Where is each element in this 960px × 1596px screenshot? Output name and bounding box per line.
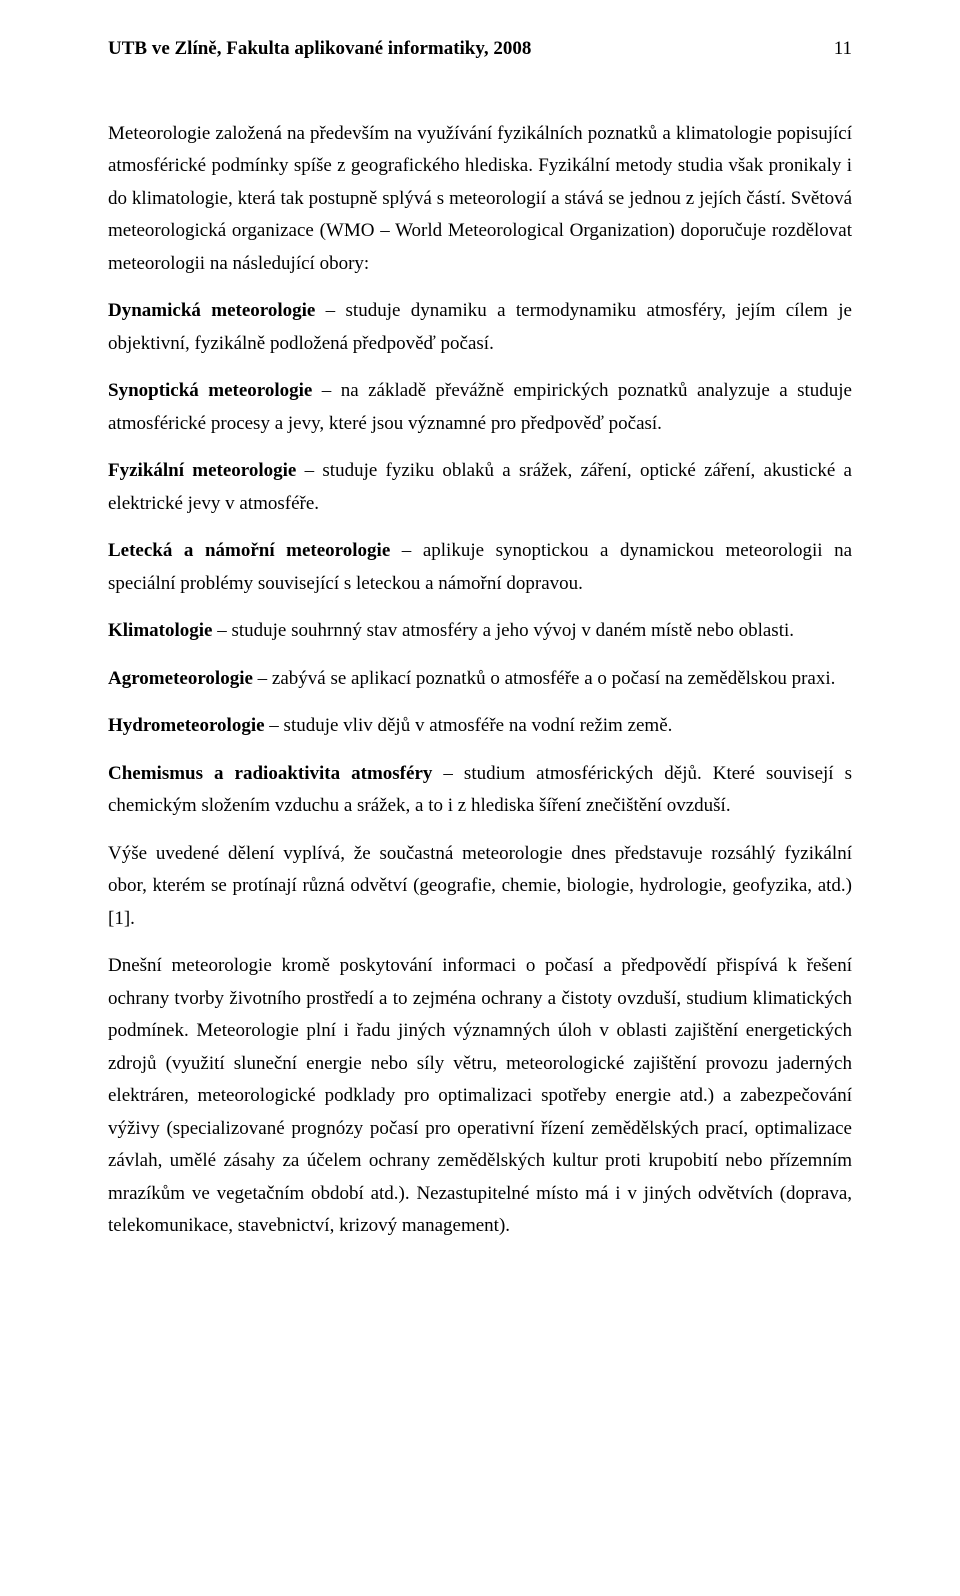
term-fyzikalni: Fyzikální meteorologie xyxy=(108,460,296,481)
paragraph-intro: Meteorologie založená na především na vy… xyxy=(108,118,852,280)
desc-hydrometeorologie: – studuje vliv dějů v atmosféře na vodní… xyxy=(265,715,673,736)
term-klimatologie: Klimatologie xyxy=(108,620,212,641)
desc-agrometeorologie: – zabývá se aplikací poznatků o atmosféř… xyxy=(253,668,835,689)
paragraph-hydrometeorologie: Hydrometeorologie – studuje vliv dějů v … xyxy=(108,710,852,742)
header-title: UTB ve Zlíně, Fakulta aplikované informa… xyxy=(108,38,531,60)
term-hydrometeorologie: Hydrometeorologie xyxy=(108,715,265,736)
term-letecka: Letecká a námořní meteorologie xyxy=(108,540,390,561)
paragraph-dynamicka: Dynamická meteorologie – studuje dynamik… xyxy=(108,295,852,360)
term-dynamicka: Dynamická meteorologie xyxy=(108,300,315,321)
paragraph-klimatologie: Klimatologie – studuje souhrnný stav atm… xyxy=(108,615,852,647)
page-number: 11 xyxy=(834,38,852,60)
paragraph-fyzikalni: Fyzikální meteorologie – studuje fyziku … xyxy=(108,455,852,520)
paragraph-applications: Dnešní meteorologie kromě poskytování in… xyxy=(108,950,852,1242)
paragraph-synopticka: Synoptická meteorologie – na základě pře… xyxy=(108,375,852,440)
paragraph-chemismus: Chemismus a radioaktivita atmosféry – st… xyxy=(108,758,852,823)
term-chemismus: Chemismus a radioaktivita atmosféry xyxy=(108,763,432,784)
desc-klimatologie: – studuje souhrnný stav atmosféry a jeho… xyxy=(212,620,794,641)
paragraph-agrometeorologie: Agrometeorologie – zabývá se aplikací po… xyxy=(108,663,852,695)
paragraph-letecka: Letecká a námořní meteorologie – aplikuj… xyxy=(108,535,852,600)
term-synopticka: Synoptická meteorologie xyxy=(108,380,312,401)
term-agrometeorologie: Agrometeorologie xyxy=(108,668,253,689)
page-header: UTB ve Zlíně, Fakulta aplikované informa… xyxy=(108,38,852,60)
paragraph-summary: Výše uvedené dělení vyplívá, že součastn… xyxy=(108,838,852,935)
